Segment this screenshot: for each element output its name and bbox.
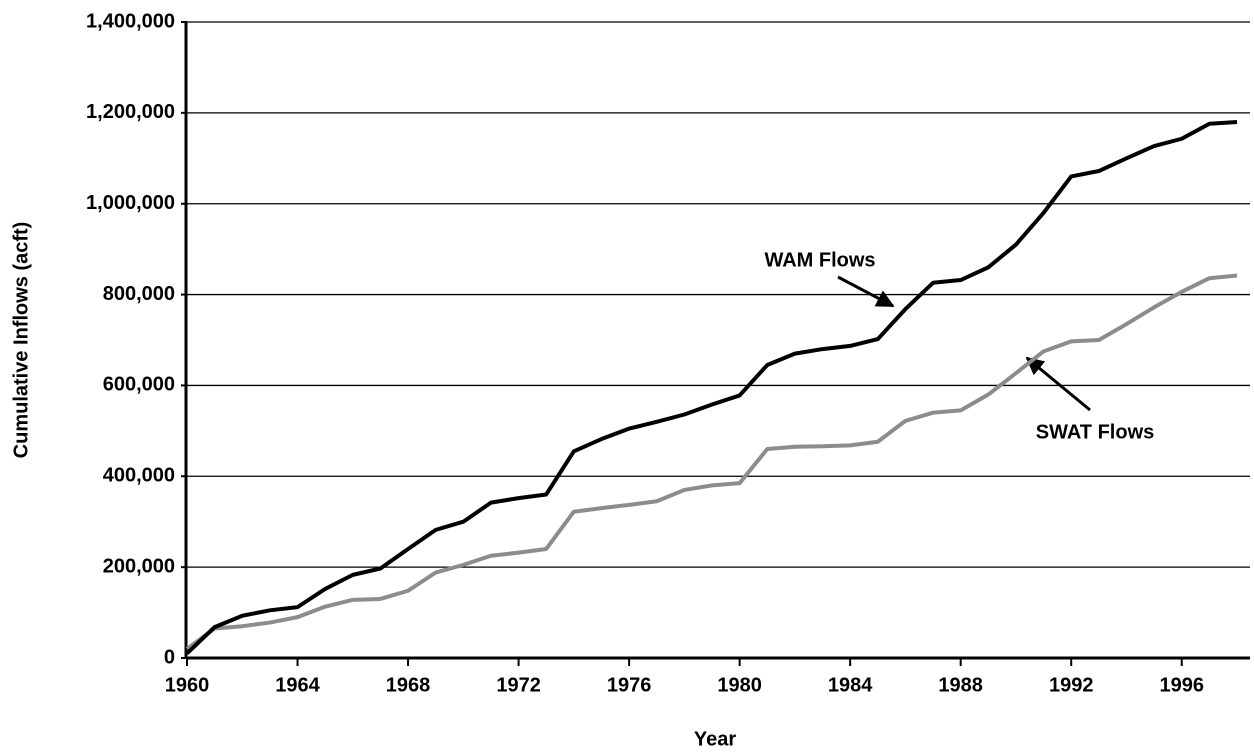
y-tick-label: 1,200,000 xyxy=(86,101,175,123)
x-tick-label: 1980 xyxy=(717,674,762,696)
x-tick-label: 1968 xyxy=(386,674,431,696)
x-tick-label: 1984 xyxy=(828,674,873,696)
y-axis-label: Cumulative Inflows (acft) xyxy=(10,222,32,459)
x-tick-label: 1996 xyxy=(1159,674,1204,696)
annotation: SWAT Flows xyxy=(1036,421,1155,443)
x-tick-label: 1960 xyxy=(165,674,210,696)
x-tick-label: 1992 xyxy=(1049,674,1094,696)
annotation: WAM Flows xyxy=(764,249,875,271)
y-tick-label: 800,000 xyxy=(103,283,175,305)
y-tick-label: 600,000 xyxy=(103,374,175,396)
y-tick-label: 400,000 xyxy=(103,465,175,487)
y-tick-label: 0 xyxy=(164,646,175,668)
x-tick-label: 1972 xyxy=(496,674,541,696)
x-tick-label: 1988 xyxy=(938,674,983,696)
annotation-arrow xyxy=(1025,356,1091,412)
y-tick-label: 1,000,000 xyxy=(86,192,175,214)
y-tick-label: 1,400,000 xyxy=(86,10,175,32)
y-tick-label: 200,000 xyxy=(103,555,175,577)
x-tick-label: 1976 xyxy=(607,674,652,696)
x-tick-label: 1964 xyxy=(275,674,320,696)
series-line xyxy=(185,273,1238,651)
x-axis-label: Year xyxy=(694,728,736,750)
series-line xyxy=(185,119,1238,655)
annotation-arrow xyxy=(837,275,895,308)
